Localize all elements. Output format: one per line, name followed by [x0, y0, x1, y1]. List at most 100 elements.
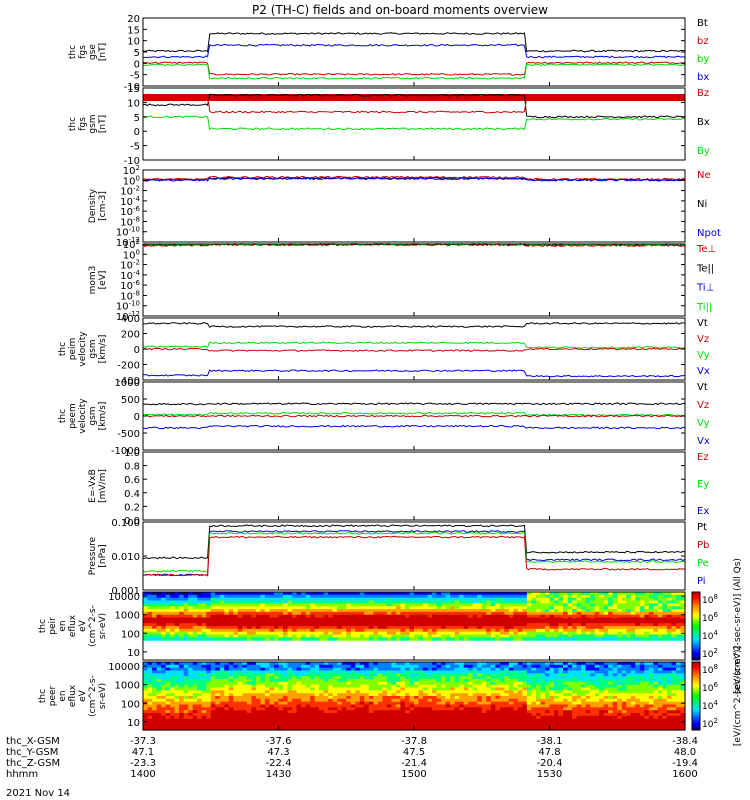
spectrogram-cell	[188, 609, 194, 613]
spectrogram-cell	[368, 718, 374, 723]
spectrogram-cell	[454, 667, 460, 672]
spectrogram-cell	[414, 713, 420, 717]
spectrogram-cell	[490, 687, 496, 691]
spectrogram-cell	[585, 664, 591, 669]
spectrogram-cell	[563, 710, 569, 714]
spectrogram-cell	[341, 724, 347, 728]
spectrogram-cell	[513, 597, 519, 602]
spectrogram-cell	[495, 634, 501, 638]
spectrogram-cell	[536, 715, 542, 720]
spectrogram-cell	[328, 676, 334, 680]
spectrogram-cell	[581, 690, 587, 694]
spectrogram-cell	[174, 670, 180, 674]
spectrogram-cell	[287, 597, 293, 602]
y-tick-label: 1000	[115, 378, 140, 389]
spectrogram-cell	[517, 637, 523, 641]
spectrogram-cell	[364, 597, 370, 602]
spectrogram-cell	[427, 684, 433, 689]
spectrogram-cell	[228, 623, 234, 627]
spectrogram-cell	[328, 670, 334, 674]
spectrogram-cell	[617, 724, 623, 728]
spectrogram-cell	[341, 623, 347, 627]
spectrogram-cell	[174, 626, 180, 630]
spectrogram-cell	[296, 592, 302, 596]
spectrogram-cell	[441, 609, 447, 613]
spectrogram-cell	[260, 676, 266, 680]
spectrogram-cell	[603, 676, 609, 680]
spectrogram-cell	[621, 707, 627, 711]
spectrogram-cell	[590, 614, 596, 619]
spectrogram-cell	[576, 679, 582, 683]
spectrogram-cell	[445, 704, 451, 708]
spectrogram-cell	[314, 676, 320, 680]
spectrogram-cell	[319, 634, 325, 638]
spectrogram-cell	[161, 684, 167, 689]
spectrogram-cell	[450, 637, 456, 641]
spectrogram-cell	[260, 614, 266, 619]
spectrogram-cell	[526, 597, 532, 602]
spectrogram-cell	[255, 611, 261, 616]
spectrogram-cell	[450, 611, 456, 616]
spectrogram-cell	[355, 704, 361, 708]
spectrogram-cell	[368, 693, 374, 697]
spectrogram-cell	[174, 693, 180, 697]
spectrogram-cell	[563, 597, 569, 602]
spectrogram-cell	[418, 609, 424, 613]
spectrogram-cell	[558, 681, 564, 686]
spectrogram-cell	[549, 684, 555, 689]
spectrogram-cell	[545, 673, 551, 677]
spectrogram-cell	[296, 664, 302, 669]
spectrogram-cell	[364, 631, 370, 636]
spectrogram-cell	[499, 710, 505, 714]
spectrogram-cell	[617, 614, 623, 619]
spectrogram-cell	[472, 696, 478, 700]
spectrogram-cell	[481, 600, 487, 604]
spectrogram-cell	[143, 718, 149, 723]
spectrogram-cell	[165, 679, 171, 683]
spectrogram-cell	[526, 637, 532, 641]
spectrogram-cell	[359, 684, 365, 689]
spectrogram-cell	[395, 662, 401, 666]
spectrogram-cell	[319, 631, 325, 636]
spectrogram-cell	[237, 614, 243, 619]
spectrogram-cell	[423, 637, 429, 641]
spectrogram-cell	[337, 606, 343, 610]
spectrogram-cell	[296, 628, 302, 633]
spectrogram-cell	[468, 609, 474, 613]
spectrogram-cell	[170, 594, 176, 599]
spectrogram-cell	[626, 707, 632, 711]
spectrogram-cell	[626, 713, 632, 717]
spectrogram-cell	[228, 707, 234, 711]
spectrogram-cell	[251, 628, 257, 633]
spectrogram-cell	[612, 637, 618, 641]
spectrogram-cell	[156, 701, 162, 706]
spectrogram-cell	[405, 614, 411, 619]
spectrogram-cell	[517, 724, 523, 728]
spectrogram-cell	[147, 687, 153, 691]
spectrogram-cell	[481, 626, 487, 630]
spectrogram-cell	[418, 727, 424, 731]
spectrogram-cell	[454, 701, 460, 706]
spectrogram-cell	[310, 600, 316, 604]
spectrogram-cell	[165, 670, 171, 674]
spectrogram-cell	[386, 690, 392, 694]
spectrogram-cell	[653, 592, 659, 596]
spectrogram-cell	[287, 637, 293, 641]
spectrogram-cell	[382, 696, 388, 700]
spectrogram-cell	[581, 603, 587, 607]
spectrogram-cell	[264, 637, 270, 641]
spectrogram-cell	[666, 623, 672, 627]
spectrogram-cell	[432, 592, 438, 596]
spectrogram-cell	[432, 690, 438, 694]
spectrogram-cell	[463, 687, 469, 691]
spectrogram-cell	[531, 710, 537, 714]
spectrogram-cell	[409, 724, 415, 728]
spectrogram-cell	[242, 631, 248, 636]
spectrogram-cell	[174, 667, 180, 672]
spectrogram-cell	[323, 662, 329, 666]
spectrogram-cell	[481, 609, 487, 613]
spectrogram-cell	[337, 713, 343, 717]
spectrogram-cell	[228, 727, 234, 731]
spectrogram-cell	[364, 609, 370, 613]
spectrogram-cell	[391, 594, 397, 599]
